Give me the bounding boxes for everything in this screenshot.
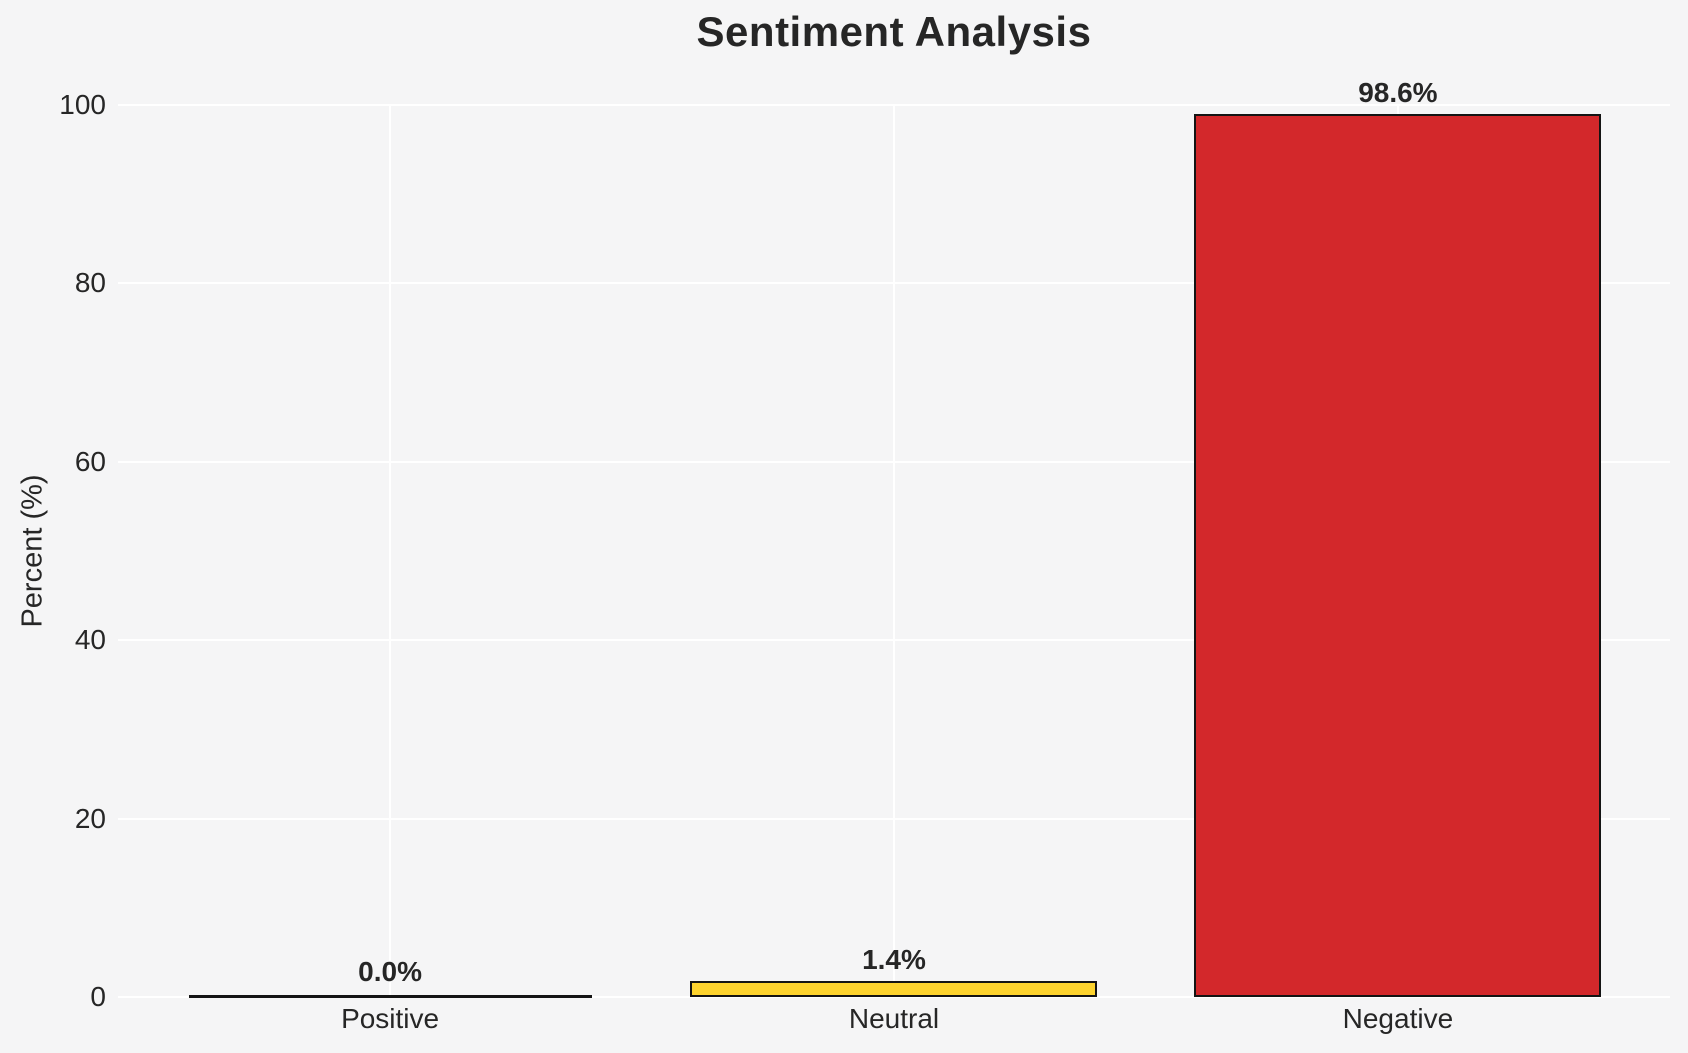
x-tick-negative: Negative (1342, 1003, 1454, 1034)
x-axis-tick-labels: Positive Neutral Negative (0, 1003, 1688, 1043)
y-tick-0: 0 (90, 981, 106, 1012)
gridline-y-0 (118, 996, 1670, 998)
value-label-positive: 0.0% (358, 956, 422, 987)
y-tick-60: 60 (74, 445, 106, 477)
bar-positive (188, 995, 592, 998)
y-tick-40: 40 (74, 624, 106, 656)
gridline-x-neutral (893, 105, 895, 997)
y-tick-100: 100 (59, 89, 106, 120)
y-tick-20: 20 (74, 802, 106, 834)
value-label-negative: 98.6% (1358, 76, 1438, 108)
y-axis-tick-labels: 0 20 40 60 80 100 (0, 90, 106, 1012)
x-tick-neutral: Neutral (848, 1003, 940, 1034)
bar-neutral (690, 980, 1097, 997)
gridline-x-positive (389, 105, 392, 997)
chart-title: Sentiment Analysis (696, 8, 1092, 55)
y-tick-80: 80 (74, 267, 106, 299)
plot-area: 0.0% 1.4% 98.6% (118, 77, 1670, 998)
value-label-neutral: 1.4% (862, 943, 926, 975)
bar-negative (1193, 113, 1601, 997)
x-tick-positive: Positive (341, 1003, 440, 1034)
